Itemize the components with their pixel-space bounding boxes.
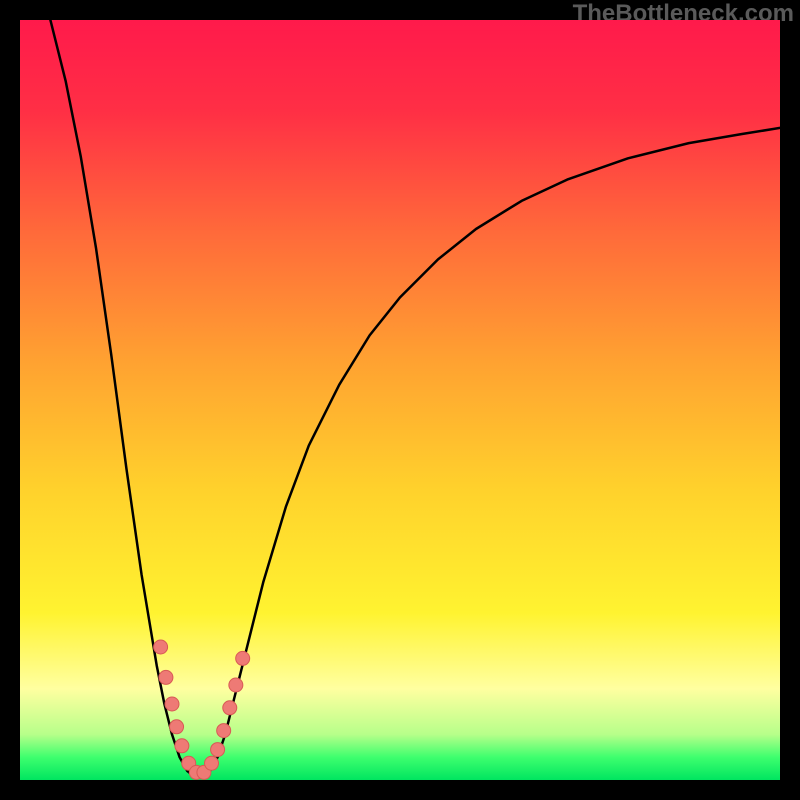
marker-dot [170, 720, 184, 734]
marker-dot [205, 756, 219, 770]
chart-svg [20, 20, 780, 780]
gradient-background [20, 20, 780, 780]
marker-dot [154, 640, 168, 654]
marker-dot [236, 651, 250, 665]
marker-dot [223, 701, 237, 715]
marker-dot [211, 743, 225, 757]
marker-dot [159, 670, 173, 684]
marker-dot [217, 724, 231, 738]
marker-dot [175, 739, 189, 753]
plot-area [20, 20, 780, 780]
marker-dot [165, 697, 179, 711]
marker-dot [229, 678, 243, 692]
chart-frame: TheBottleneck.com [0, 0, 800, 800]
